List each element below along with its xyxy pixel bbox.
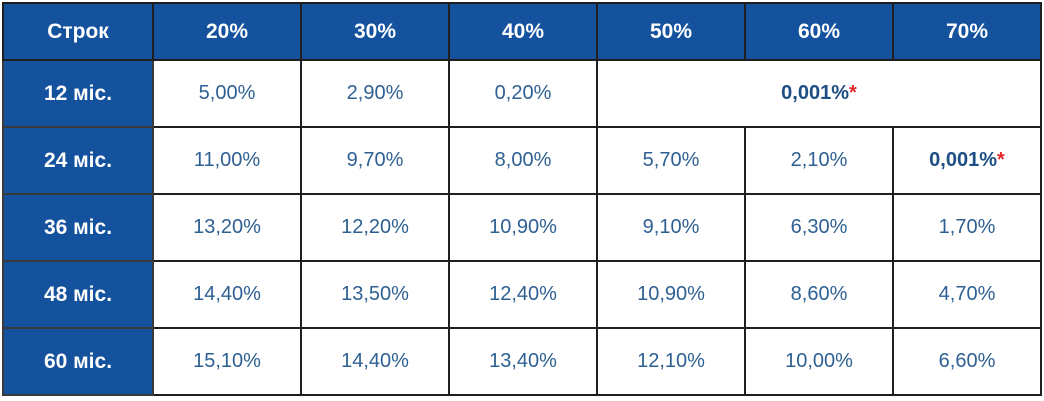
promo-rate-cell-merged: 0,001%* [596, 59, 1042, 128]
rate-cell: 11,00% [152, 126, 302, 195]
header-cell-40: 40% [448, 2, 598, 61]
row-label-60m: 60 міс. [2, 327, 154, 396]
header-cell-20: 20% [152, 2, 302, 61]
rate-cell: 8,00% [448, 126, 598, 195]
rate-cell: 1,70% [892, 193, 1042, 262]
rate-cell: 9,70% [300, 126, 450, 195]
rate-cell: 12,20% [300, 193, 450, 262]
header-cell-50: 50% [596, 2, 746, 61]
rate-cell: 13,20% [152, 193, 302, 262]
promo-rate-cell: 0,001%* [892, 126, 1042, 195]
rate-cell: 10,90% [448, 193, 598, 262]
rate-cell: 0,20% [448, 59, 598, 128]
row-label-48m: 48 міс. [2, 260, 154, 329]
rates-table: Строк 20% 30% 40% 50% 60% 70% 12 міс. 5,… [2, 2, 1042, 396]
table-row-36m: 36 міс. 13,20% 12,20% 10,90% 9,10% 6,30%… [2, 193, 1042, 262]
rate-cell: 4,70% [892, 260, 1042, 329]
rate-cell: 6,60% [892, 327, 1042, 396]
rate-cell: 2,10% [744, 126, 894, 195]
rate-cell: 14,40% [300, 327, 450, 396]
rate-cell: 13,40% [448, 327, 598, 396]
rate-cell: 5,00% [152, 59, 302, 128]
table-row-48m: 48 міс. 14,40% 13,50% 12,40% 10,90% 8,60… [2, 260, 1042, 329]
rate-cell: 14,40% [152, 260, 302, 329]
rate-cell: 6,30% [744, 193, 894, 262]
rate-cell: 12,10% [596, 327, 746, 396]
rate-cell: 15,10% [152, 327, 302, 396]
rate-cell: 13,50% [300, 260, 450, 329]
rate-cell: 9,10% [596, 193, 746, 262]
rate-cell: 12,40% [448, 260, 598, 329]
header-cell-70: 70% [892, 2, 1042, 61]
footnote-asterisk: * [849, 82, 857, 104]
rate-cell: 8,60% [744, 260, 894, 329]
table-row-60m: 60 міс. 15,10% 14,40% 13,40% 12,10% 10,0… [2, 327, 1042, 396]
table-row-24m: 24 міс. 11,00% 9,70% 8,00% 5,70% 2,10% 0… [2, 126, 1042, 195]
promo-rate-value: 0,001% [929, 149, 998, 171]
rate-cell: 5,70% [596, 126, 746, 195]
row-label-12m: 12 міс. [2, 59, 154, 128]
footnote-asterisk: * [997, 149, 1005, 171]
header-cell-term: Строк [2, 2, 154, 61]
promo-rate-value: 0,001% [781, 82, 850, 104]
header-cell-60: 60% [744, 2, 894, 61]
rate-cell: 10,90% [596, 260, 746, 329]
row-label-24m: 24 міс. [2, 126, 154, 195]
rate-cell: 10,00% [744, 327, 894, 396]
header-cell-30: 30% [300, 2, 450, 61]
header-row: Строк 20% 30% 40% 50% 60% 70% [2, 2, 1042, 61]
rate-cell: 2,90% [300, 59, 450, 128]
row-label-36m: 36 міс. [2, 193, 154, 262]
table-row-12m: 12 міс. 5,00% 2,90% 0,20% 0,001%* [2, 59, 1042, 128]
